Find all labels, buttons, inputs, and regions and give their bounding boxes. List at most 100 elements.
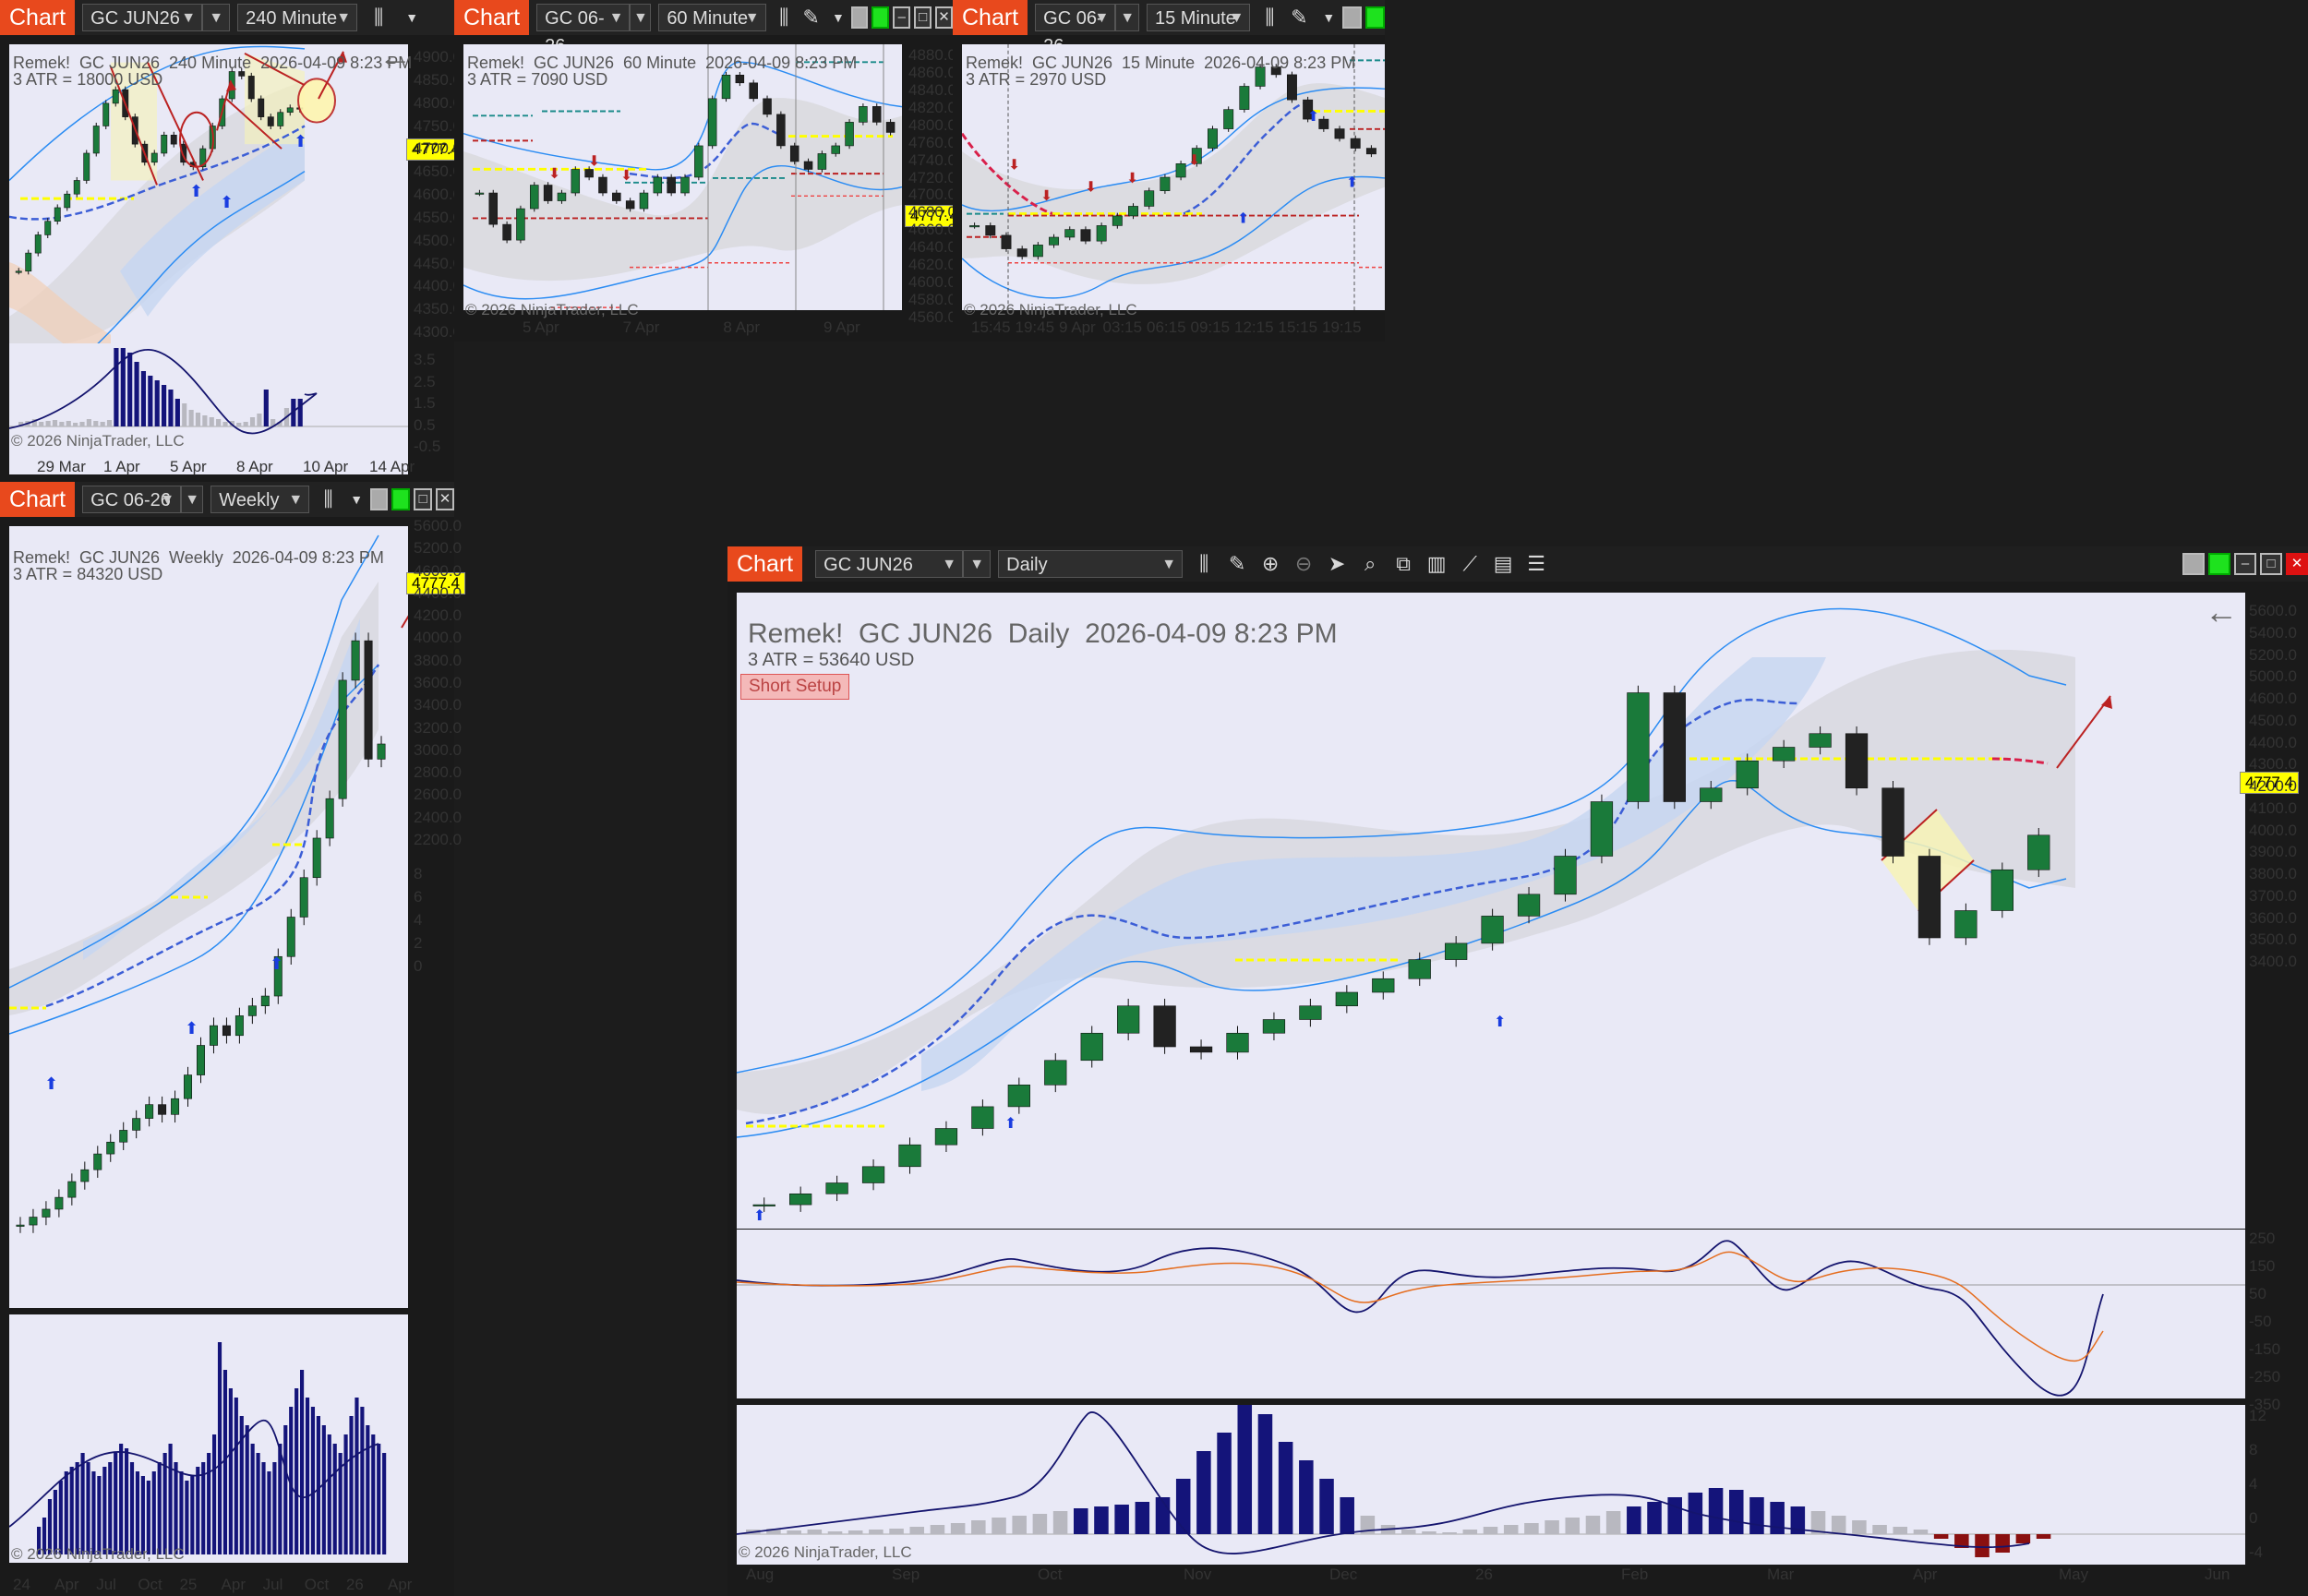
link-status-button[interactable]: [391, 488, 411, 510]
histogram-bar: [45, 421, 51, 426]
templates-icon[interactable]: ⧉: [1396, 552, 1411, 575]
back-arrow-icon[interactable]: ←: [379, 37, 412, 75]
price-panel[interactable]: ⬇ ⬇ ⬇ Remek! GC JUN26 60 Minute 2026-04-…: [463, 44, 902, 318]
chevron-down-icon[interactable]: ▼: [350, 492, 364, 507]
link-color-button[interactable]: [850, 6, 869, 29]
link-color-button[interactable]: [369, 488, 389, 510]
chevron-down-icon[interactable]: ▼: [405, 10, 419, 25]
candle-body: [1663, 692, 1686, 802]
strategies-icon[interactable]: ⟋: [1462, 552, 1477, 575]
histogram-bar: [157, 1462, 162, 1554]
x-tick-label: 25: [179, 1576, 198, 1593]
properties-icon[interactable]: ▤: [1493, 552, 1513, 575]
instrument-select[interactable]: GC 06-26▼: [536, 4, 631, 56]
price-panel[interactable]: ⬇ ⬇ ⬇ ⬇ ⬇ ⬆ ⬆ ⬆ Remek! GC JUN26 15 Minut…: [962, 44, 1385, 318]
interval-select[interactable]: 60 Minute ▼: [658, 4, 766, 31]
instrument-dropdown-button[interactable]: ▼: [963, 550, 992, 578]
y-tick-label: 6: [414, 888, 423, 906]
chart-menu-button[interactable]: Chart: [953, 0, 1028, 35]
histogram-bar: [201, 1462, 206, 1554]
draw-tool-icon[interactable]: ✎: [1228, 552, 1246, 575]
interval-select[interactable]: 240 Minute ▼: [237, 4, 358, 31]
link-color-button[interactable]: [2182, 553, 2205, 575]
chart-menu-button[interactable]: Chart: [0, 482, 76, 517]
zoom-out-icon[interactable]: ⊖: [1294, 552, 1313, 575]
price-panel[interactable]: ⬆ ⬆ ⬆ Remek! GC JUN26 Daily 2026-04-09 8…: [737, 593, 2245, 1229]
histogram-bar: [188, 410, 194, 426]
candle-body: [612, 192, 621, 201]
y-tick-label: 4660.0: [908, 221, 956, 239]
instrument-dropdown-button[interactable]: ▼: [1115, 4, 1139, 31]
draw-tool-icon[interactable]: ✎: [1291, 6, 1308, 29]
chart-menu-button[interactable]: Chart: [0, 0, 76, 35]
link-color-button[interactable]: [1342, 6, 1363, 29]
draw-tool-icon[interactable]: ✎: [802, 6, 820, 29]
histogram-bar: [179, 1471, 184, 1554]
list-icon[interactable]: ☰: [1527, 552, 1545, 575]
chevron-down-icon: ▼: [1094, 10, 1110, 26]
instrument-dropdown-button[interactable]: ▼: [181, 486, 204, 513]
y-tick-label: 8: [414, 865, 423, 882]
chart-menu-button[interactable]: Chart: [727, 546, 803, 582]
candle-body: [260, 995, 270, 1007]
minimize-button[interactable]: –: [2234, 553, 2256, 575]
chart-style-icon[interactable]: ⫼: [1199, 552, 1209, 575]
candle-body: [1286, 74, 1297, 101]
zoom-in-icon[interactable]: ⊕: [1261, 552, 1280, 575]
link-status-button[interactable]: [1365, 6, 1386, 29]
histogram-bar: [66, 421, 71, 426]
price-panel[interactable]: ⬆ ⬆ ⬆ Remek! GC JUN26 240 Minute 2026-04…: [9, 37, 412, 474]
chart-menu-button[interactable]: Chart: [454, 0, 530, 35]
close-button[interactable]: ✕: [2286, 553, 2308, 575]
histogram-bar: [1340, 1497, 1354, 1534]
chevron-down-icon: ▼: [1161, 557, 1177, 572]
histogram-bar: [1175, 1479, 1191, 1534]
indicators-icon[interactable]: ▥: [1426, 552, 1447, 575]
close-button[interactable]: ✕: [436, 488, 454, 510]
chart-style-icon[interactable]: ⫼: [323, 487, 333, 510]
x-tick-label: 9 Apr: [1059, 318, 1096, 336]
data-box-icon[interactable]: ⌕: [1364, 552, 1376, 575]
candle-body: [1517, 894, 1541, 917]
instrument-select[interactable]: GC 06-26▼: [1035, 4, 1116, 56]
histogram-bar: [53, 1490, 57, 1554]
chevron-down-icon[interactable]: ▼: [831, 10, 845, 25]
back-arrow-icon[interactable]: ←: [2205, 593, 2238, 630]
link-status-button[interactable]: [2208, 553, 2230, 575]
candle-body: [325, 798, 334, 839]
x-tick-label: 19:45: [1015, 318, 1055, 336]
maximize-button[interactable]: □: [2260, 553, 2282, 575]
interval-select[interactable]: Daily ▼: [998, 550, 1184, 578]
maximize-button[interactable]: □: [914, 6, 932, 29]
pointer-icon[interactable]: ➤: [1328, 552, 1346, 575]
instrument-select[interactable]: GC JUN26 ▼: [82, 4, 203, 31]
maximize-button[interactable]: □: [414, 488, 433, 510]
interval-select[interactable]: 15 Minute ▼: [1146, 4, 1251, 31]
instrument-select[interactable]: GC 06-26▼: [82, 486, 182, 513]
interval-select[interactable]: Weekly ▼: [210, 486, 310, 513]
price-panel[interactable]: ⬆ ⬆ ⬆ Remek! GC JUN26 Weekly 2026-04-09 …: [9, 526, 408, 1308]
histogram-bar: [992, 1518, 1006, 1534]
candle-body: [861, 1166, 885, 1183]
link-status-button[interactable]: [872, 6, 890, 29]
minimize-button[interactable]: –: [893, 6, 911, 29]
instrument-select[interactable]: GC JUN26 ▼: [815, 550, 964, 578]
instrument-dropdown-button[interactable]: ▼: [202, 4, 231, 31]
chart-style-icon[interactable]: ⫼: [779, 6, 789, 29]
short-setup-label[interactable]: Short Setup: [740, 674, 850, 700]
candle-body: [267, 116, 274, 126]
candle-body: [1239, 86, 1250, 110]
histogram-bar: [277, 422, 282, 426]
close-button[interactable]: ✕: [935, 6, 953, 29]
histogram-bar: [154, 380, 160, 426]
instrument-dropdown-button[interactable]: ▼: [630, 4, 652, 31]
candle-body: [92, 126, 100, 154]
histogram-bar: [86, 1462, 90, 1554]
x-tick-label: Jul: [96, 1576, 116, 1593]
chart-style-icon[interactable]: ⫼: [374, 6, 384, 29]
histogram-bar: [217, 1342, 222, 1554]
chevron-down-icon[interactable]: ▼: [1322, 10, 1336, 25]
chevron-down-icon: ▼: [288, 492, 304, 508]
candle-body: [584, 169, 594, 178]
chart-style-icon[interactable]: ⫼: [1265, 6, 1275, 29]
